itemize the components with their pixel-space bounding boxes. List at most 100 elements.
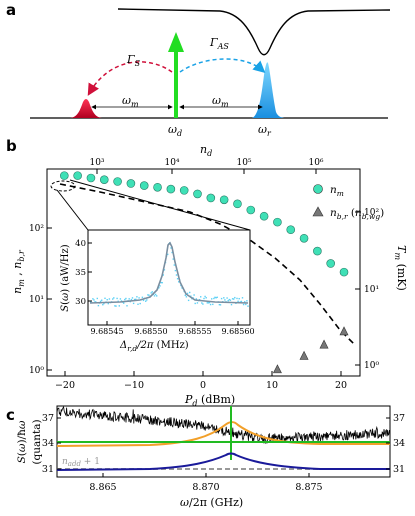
- inset-dot: [102, 303, 104, 306]
- resonator-peak: [252, 62, 286, 118]
- inset-dot: [92, 298, 94, 300]
- nm-point: [153, 182, 162, 192]
- inset-dot: [112, 298, 114, 300]
- nm-point: [219, 195, 229, 205]
- inset: 30 35 40 9.68545 9.68550 9.68555 9.68560…: [60, 229, 255, 353]
- inset-dot: [128, 298, 130, 300]
- inset-dot: [101, 299, 103, 301]
- inset-dot: [115, 305, 117, 307]
- inset-dot: [230, 303, 233, 306]
- c-x-tick-8870: 8.870: [192, 482, 219, 493]
- inset-dot: [132, 302, 135, 305]
- x-axis-ticks: −20 −10 0 10 20: [55, 371, 347, 391]
- x-tick-10: 10: [266, 380, 278, 391]
- y-right-axis-label: Tm (mK): [393, 245, 408, 291]
- inset-dot: [118, 305, 120, 307]
- inset-dot: [159, 285, 161, 287]
- inset-dot: [209, 303, 212, 306]
- nm-point: [286, 225, 296, 235]
- y-right-tick-1e2: 10²: [364, 208, 379, 218]
- inset-dot: [167, 253, 169, 256]
- inset-dot: [185, 296, 188, 298]
- inset-dot: [146, 299, 148, 301]
- c-y-tick-37: 37: [42, 413, 54, 424]
- inset-y-tick-40: 40: [75, 239, 86, 249]
- inset-dot: [96, 297, 98, 300]
- inset-dot: [229, 299, 232, 301]
- inset-x-tick-2: 9.68550: [134, 327, 167, 336]
- inset-dot: [178, 281, 180, 283]
- gamma-s-label: ΓS: [126, 53, 141, 68]
- antistokes-arrow: [179, 58, 266, 73]
- omega-m-left-label: ωm: [122, 94, 139, 109]
- c-y-axis-label: S(ω)/ħω: [16, 420, 28, 463]
- nm-point: [299, 233, 309, 243]
- inset-dot: [119, 298, 122, 300]
- inset-dot: [134, 298, 136, 301]
- omega-r-label: ωr: [258, 123, 272, 138]
- nm-point: [166, 184, 176, 194]
- inset-dot: [189, 291, 191, 294]
- zoom-ellipse: [50, 180, 76, 192]
- nm-fit-dashed-line: [59, 183, 356, 346]
- inset-dot: [218, 303, 221, 306]
- zoom-line-left: [56, 189, 89, 231]
- panel-b-label: b: [6, 137, 17, 155]
- y-axis-left-ticks: 10⁰ 10¹ 10²: [29, 224, 52, 376]
- x-tick-20: 20: [335, 380, 347, 391]
- inset-dot: [138, 297, 140, 299]
- inset-y-tick-30: 30: [75, 297, 86, 307]
- nm-point: [273, 217, 282, 227]
- inset-dot: [135, 298, 137, 301]
- inset-y-label: S(ω) (aW/Hz): [60, 244, 71, 312]
- inset-dot: [238, 297, 240, 300]
- inset-dot: [141, 296, 144, 299]
- nbr-point: [299, 350, 309, 360]
- inset-dot: [130, 298, 133, 301]
- inset-dot: [158, 287, 160, 289]
- inset-dot: [246, 300, 248, 302]
- inset-dot: [233, 298, 235, 300]
- nbr-point: [319, 339, 329, 349]
- panel-c: c nadd + 1 37 34 31 37 34 31 8.865 8.8: [6, 405, 405, 509]
- nm-point: [326, 259, 335, 268]
- inset-dot: [224, 299, 226, 301]
- nm-point: [73, 171, 82, 180]
- nadd-label: nadd + 1: [62, 457, 100, 468]
- inset-dot: [208, 301, 211, 304]
- legend-nm-label: nm: [330, 184, 344, 198]
- inset-dot: [245, 303, 247, 306]
- inset-dot: [202, 303, 204, 305]
- inset-dot: [241, 297, 244, 299]
- c-x-tick-8875: 8.875: [295, 482, 322, 493]
- x-tick-m20: −20: [55, 380, 75, 391]
- inset-dot: [200, 296, 202, 298]
- inset-dot: [131, 297, 134, 299]
- inset-dot: [103, 302, 105, 305]
- inset-dot: [234, 296, 236, 299]
- nbr-point: [339, 326, 349, 336]
- c-y-tick-right-31: 31: [393, 464, 405, 475]
- top-axis-label: nd: [200, 143, 212, 158]
- y-right-tick-1e1: 10¹: [364, 285, 379, 295]
- inset-dot: [147, 294, 149, 296]
- c-y-axis-unit: (quanta): [31, 419, 43, 464]
- inset-dot: [187, 299, 190, 302]
- c-x-axis-label: ω/2π (GHz): [180, 496, 243, 509]
- x-tick-m10: −10: [124, 380, 144, 391]
- inset-dot: [244, 301, 246, 303]
- blue-model-curve: [56, 452, 390, 471]
- inset-dot: [108, 298, 111, 300]
- nm-point: [60, 171, 69, 180]
- inset-dot: [207, 302, 210, 304]
- inset-dot: [220, 297, 223, 300]
- inset-dot: [213, 297, 215, 300]
- c-x-tick-8865: 8.865: [89, 482, 116, 493]
- nm-point: [126, 179, 136, 188]
- inset-dot: [136, 296, 138, 298]
- inset-dot: [214, 296, 216, 299]
- inset-dot: [107, 302, 109, 305]
- nm-point: [139, 181, 149, 190]
- nm-point: [259, 211, 269, 221]
- inset-dot: [215, 297, 217, 299]
